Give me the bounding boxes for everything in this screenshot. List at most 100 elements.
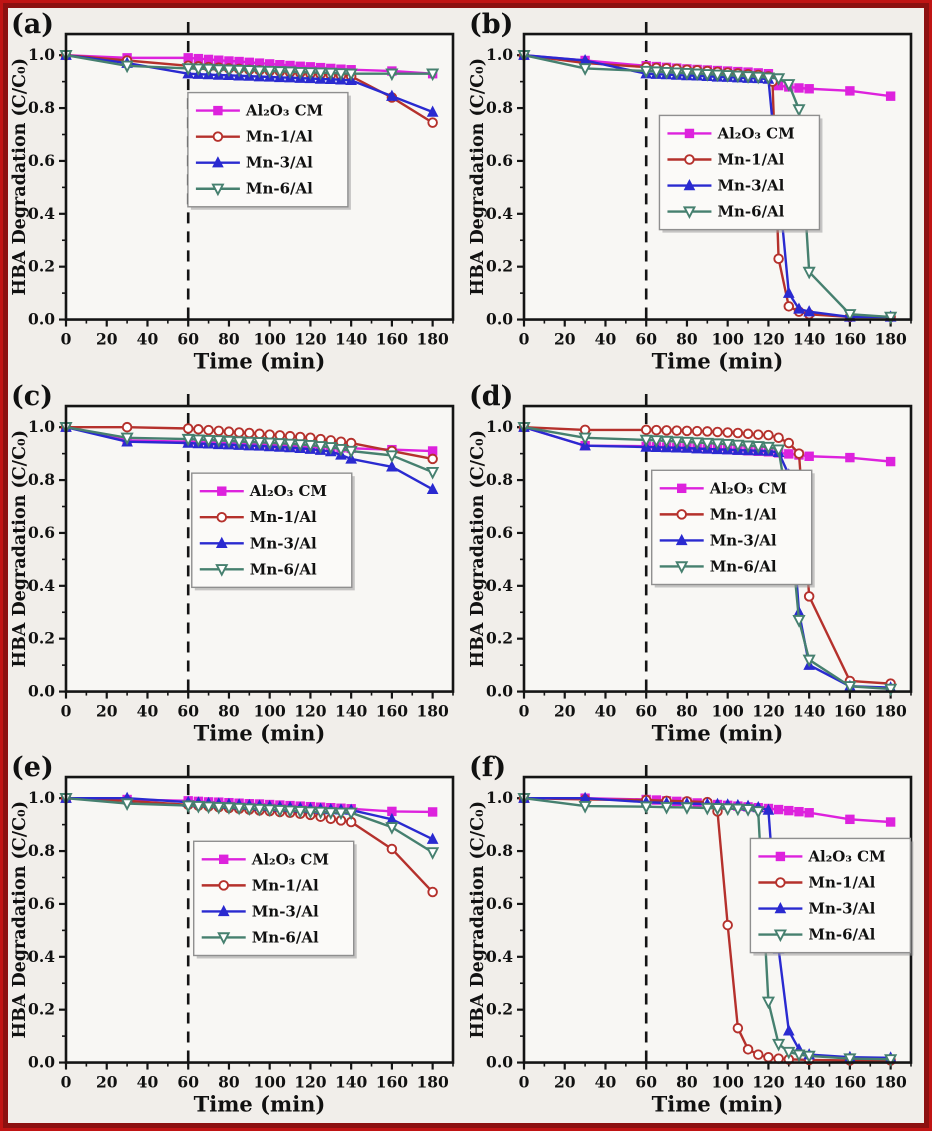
svg-text:0.4: 0.4	[486, 575, 513, 594]
svg-text:1.0: 1.0	[28, 45, 55, 64]
svg-text:0.0: 0.0	[28, 310, 55, 329]
panel-d: 0 20 40 60 80 100 120 140 160 180 0.0 0.2 0.4 0.6 0.8 1…	[466, 380, 924, 752]
legend-item-mn-6-al: Mn-6/Al	[195, 180, 313, 198]
svg-text:160: 160	[376, 1073, 409, 1092]
y-axis-title: HBA Degradation (C/C₀)	[468, 58, 488, 296]
svg-text:Mn-6/Al: Mn-6/Al	[252, 929, 319, 947]
svg-text:0.4: 0.4	[486, 204, 513, 223]
legend-item-mn-6-al: Mn-6/Al	[201, 929, 319, 947]
svg-text:Mn-1/Al: Mn-1/Al	[717, 150, 784, 168]
svg-text:Al₂O₃ CM: Al₂O₃ CM	[807, 848, 885, 866]
svg-text:20: 20	[96, 330, 118, 349]
svg-text:Mn-1/Al: Mn-1/Al	[808, 874, 875, 892]
svg-text:20: 20	[96, 1073, 118, 1092]
svg-text:0.0: 0.0	[28, 1053, 55, 1072]
svg-text:40: 40	[137, 701, 159, 720]
svg-text:40: 40	[595, 701, 617, 720]
legend-item-mn-1-al: Mn-1/Al	[758, 874, 876, 892]
svg-text:160: 160	[376, 701, 409, 720]
svg-text:0.6: 0.6	[486, 523, 513, 542]
chart-f: 0 20 40 60 80 100 120 140 160 180 0.0 0.2 0.4 0.6 0.8 1…	[468, 752, 914, 1117]
panel-letter-d: (d)	[469, 381, 513, 412]
svg-text:180: 180	[416, 701, 449, 720]
legend-item-mn-3-al: Mn-3/Al	[199, 534, 317, 552]
x-axis: 0 20 40 60 80 100 120 140 160 180	[61, 1062, 454, 1092]
panel-a: 0 20 40 60 80 100 120 140 160 180 0.0 0.2 0.4 0.6 0.8 1…	[8, 8, 466, 380]
svg-text:180: 180	[874, 701, 907, 720]
svg-text:0.2: 0.2	[28, 628, 55, 647]
chart-e: 0 20 40 60 80 100 120 140 160 180 0.0 0.2 0.4 0.6 0.8 1…	[10, 752, 455, 1117]
svg-text:Mn-1/Al: Mn-1/Al	[246, 128, 313, 146]
legend-item-mn-6-al: Mn-6/Al	[659, 557, 777, 575]
svg-text:0.6: 0.6	[486, 151, 513, 170]
svg-text:20: 20	[554, 701, 576, 720]
legend-item-al-o-cm: Al₂O₃ CM	[659, 479, 787, 497]
svg-text:100: 100	[712, 1073, 745, 1092]
svg-text:0: 0	[61, 1073, 72, 1092]
legend-item-al-o-cm: Al₂O₃ CM	[667, 124, 795, 142]
panel-e: 0 20 40 60 80 100 120 140 160 180 0.0 0.2 0.4 0.6 0.8 1…	[8, 751, 466, 1123]
panel-letter-e: (e)	[11, 752, 54, 783]
legend: Al₂O₃ CM Mn-1/Al Mn-3/Al Mn-6/Al	[193, 840, 357, 959]
svg-text:Mn-3/Al: Mn-3/Al	[710, 531, 777, 549]
legend: Al₂O₃ CM Mn-1/Al Mn-3/Al Mn-6/Al	[749, 838, 914, 956]
svg-text:60: 60	[635, 1073, 657, 1092]
svg-text:100: 100	[712, 330, 745, 349]
legend: Al₂O₃ CM Mn-1/Al Mn-3/Al Mn-6/Al	[651, 469, 815, 588]
y-axis: 0.0 0.2 0.4 0.6 0.8 1.0	[486, 789, 524, 1072]
svg-text:Mn-6/Al: Mn-6/Al	[717, 203, 784, 221]
svg-text:120: 120	[752, 330, 785, 349]
panel-letter-b: (b)	[469, 9, 513, 40]
legend-item-al-o-cm: Al₂O₃ CM	[199, 482, 327, 500]
svg-text:1.0: 1.0	[28, 417, 55, 436]
svg-text:40: 40	[595, 1073, 617, 1092]
svg-text:Mn-1/Al: Mn-1/Al	[250, 508, 317, 526]
svg-text:0: 0	[519, 330, 530, 349]
svg-text:1.0: 1.0	[28, 789, 55, 808]
svg-text:1.0: 1.0	[486, 789, 513, 808]
svg-text:0: 0	[61, 701, 72, 720]
x-axis: 0 20 40 60 80 100 120 140 160 180	[61, 319, 454, 349]
svg-text:0.8: 0.8	[486, 98, 513, 117]
svg-text:180: 180	[416, 1073, 449, 1092]
chart-d: 0 20 40 60 80 100 120 140 160 180 0.0 0.2 0.4 0.6 0.8 1…	[468, 381, 913, 745]
svg-text:160: 160	[834, 1073, 867, 1092]
panel-letter-f: (f)	[469, 752, 506, 783]
svg-text:0: 0	[519, 1073, 530, 1092]
svg-text:0.6: 0.6	[486, 894, 513, 913]
svg-text:120: 120	[752, 1073, 785, 1092]
svg-text:180: 180	[874, 1073, 907, 1092]
legend: Al₂O₃ CM Mn-1/Al Mn-3/Al Mn-6/Al	[187, 91, 351, 210]
y-axis: 0.0 0.2 0.4 0.6 0.8 1.0	[486, 45, 524, 329]
x-axis-title: Time (min)	[652, 349, 784, 374]
svg-text:Mn-3/Al: Mn-3/Al	[717, 177, 784, 195]
svg-text:0.4: 0.4	[28, 575, 55, 594]
svg-text:80: 80	[676, 330, 698, 349]
svg-text:Mn-6/Al: Mn-6/Al	[250, 560, 317, 578]
svg-text:40: 40	[137, 330, 159, 349]
svg-text:Mn-1/Al: Mn-1/Al	[710, 505, 777, 523]
svg-text:Mn-3/Al: Mn-3/Al	[252, 903, 319, 921]
series-mn-6-al	[59, 421, 440, 480]
svg-text:80: 80	[676, 701, 698, 720]
svg-text:80: 80	[218, 1073, 240, 1092]
legend-item-mn-6-al: Mn-6/Al	[667, 203, 785, 221]
y-axis-title: HBA Degradation (C/C₀)	[10, 801, 30, 1039]
svg-text:0.0: 0.0	[28, 681, 55, 700]
y-axis-title: HBA Degradation (C/C₀)	[10, 430, 30, 668]
svg-text:0.6: 0.6	[28, 894, 55, 913]
svg-text:140: 140	[335, 701, 368, 720]
chart-a: 0 20 40 60 80 100 120 140 160 180 0.0 0.2 0.4 0.6 0.8 1…	[10, 9, 455, 374]
svg-text:Al₂O₃ CM: Al₂O₃ CM	[245, 102, 323, 120]
legend-item-mn-3-al: Mn-3/Al	[667, 177, 785, 195]
panel-f: 0 20 40 60 80 100 120 140 160 180 0.0 0.2 0.4 0.6 0.8 1…	[466, 751, 924, 1123]
y-axis-title: HBA Degradation (C/C₀)	[468, 801, 488, 1039]
svg-text:40: 40	[595, 330, 617, 349]
svg-text:80: 80	[676, 1073, 698, 1092]
svg-text:1.0: 1.0	[486, 45, 513, 64]
series-mn-6-al	[59, 793, 440, 861]
x-axis-title: Time (min)	[194, 720, 326, 745]
x-axis-title: Time (min)	[652, 1092, 784, 1117]
legend-item-mn-3-al: Mn-3/Al	[659, 531, 777, 549]
svg-text:20: 20	[554, 1073, 576, 1092]
